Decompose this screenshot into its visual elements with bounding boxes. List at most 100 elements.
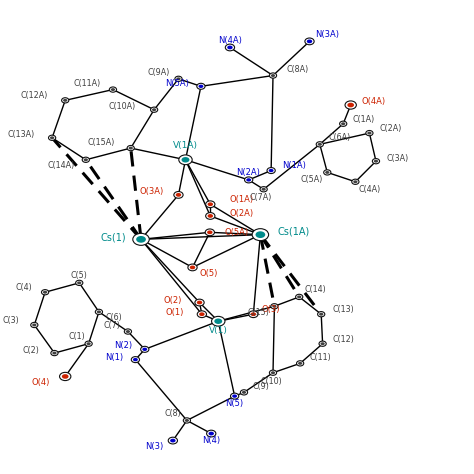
Text: C(8A): C(8A) [286,65,309,74]
Ellipse shape [62,98,69,103]
Ellipse shape [207,430,216,437]
Ellipse shape [232,394,237,398]
Text: C(15A): C(15A) [88,138,115,147]
Text: C(4A): C(4A) [359,185,381,194]
Ellipse shape [176,77,181,80]
Ellipse shape [208,214,213,218]
Ellipse shape [199,312,205,316]
Text: N(5A): N(5A) [165,79,189,88]
Text: C(13A): C(13A) [7,130,34,139]
Ellipse shape [176,193,181,197]
Text: C(9A): C(9A) [148,68,170,77]
Ellipse shape [136,236,146,243]
Text: N(5): N(5) [226,399,244,408]
Ellipse shape [267,167,275,173]
Text: C(10): C(10) [260,377,282,386]
Ellipse shape [251,312,256,316]
Text: O(5A): O(5A) [224,228,248,237]
Ellipse shape [175,76,182,82]
Text: C(2): C(2) [22,346,39,355]
Ellipse shape [62,374,69,379]
Ellipse shape [48,135,56,140]
Ellipse shape [230,393,239,399]
Text: C(15): C(15) [248,308,270,317]
Ellipse shape [82,157,90,163]
Text: C(7): C(7) [103,321,120,330]
Ellipse shape [151,107,158,112]
Ellipse shape [271,74,275,77]
Ellipse shape [352,179,359,184]
Ellipse shape [76,280,83,285]
Text: C(8): C(8) [164,410,181,419]
Ellipse shape [95,309,102,315]
Text: C(5): C(5) [71,271,88,280]
Ellipse shape [84,158,88,161]
Ellipse shape [367,132,372,135]
Ellipse shape [131,356,139,363]
Ellipse shape [85,341,92,346]
Ellipse shape [298,362,302,365]
Text: C(2A): C(2A) [380,124,402,133]
Ellipse shape [86,342,91,345]
Ellipse shape [188,264,197,271]
Ellipse shape [205,229,214,236]
Text: O(4): O(4) [31,378,50,387]
Ellipse shape [269,370,277,375]
Ellipse shape [345,101,356,109]
Text: C(11): C(11) [310,353,331,362]
Ellipse shape [126,330,130,333]
Ellipse shape [124,329,131,334]
Ellipse shape [31,322,38,328]
Ellipse shape [179,155,192,164]
Ellipse shape [324,170,331,175]
Ellipse shape [373,159,380,164]
Ellipse shape [320,342,325,345]
Ellipse shape [260,187,267,192]
Ellipse shape [209,432,214,436]
Ellipse shape [32,324,36,327]
Ellipse shape [249,311,258,318]
Ellipse shape [97,310,101,313]
Ellipse shape [353,180,357,183]
Ellipse shape [63,99,67,102]
Ellipse shape [141,346,149,352]
Ellipse shape [325,171,329,174]
Text: C(10A): C(10A) [108,102,136,111]
Ellipse shape [240,390,247,395]
Text: C(14): C(14) [305,285,327,294]
Text: C(3A): C(3A) [387,154,409,163]
Ellipse shape [255,231,265,238]
Text: N(3A): N(3A) [315,30,339,39]
Ellipse shape [52,352,56,355]
Ellipse shape [42,290,49,295]
Text: O(3A): O(3A) [139,187,164,196]
Ellipse shape [318,143,322,146]
Text: C(12): C(12) [333,335,355,344]
Ellipse shape [174,191,183,198]
Text: O(2): O(2) [164,296,182,305]
Ellipse shape [197,301,202,304]
Ellipse shape [127,146,134,151]
Text: N(2): N(2) [115,341,133,350]
Text: N(1A): N(1A) [283,161,306,170]
Ellipse shape [197,311,207,318]
Ellipse shape [297,361,304,366]
Text: C(6): C(6) [106,313,123,322]
Ellipse shape [142,347,147,351]
Ellipse shape [271,371,275,374]
Text: V(1): V(1) [209,326,228,335]
Text: C(3): C(3) [2,316,19,325]
Ellipse shape [341,122,346,125]
Text: O(3): O(3) [262,305,280,314]
Ellipse shape [60,373,71,381]
Ellipse shape [316,142,323,147]
Text: N(2A): N(2A) [236,168,260,177]
Ellipse shape [199,85,203,88]
Ellipse shape [227,46,233,49]
Ellipse shape [319,341,326,346]
Ellipse shape [43,291,47,294]
Ellipse shape [50,137,54,139]
Ellipse shape [133,358,138,361]
Ellipse shape [271,304,278,309]
Text: O(2A): O(2A) [229,209,253,218]
